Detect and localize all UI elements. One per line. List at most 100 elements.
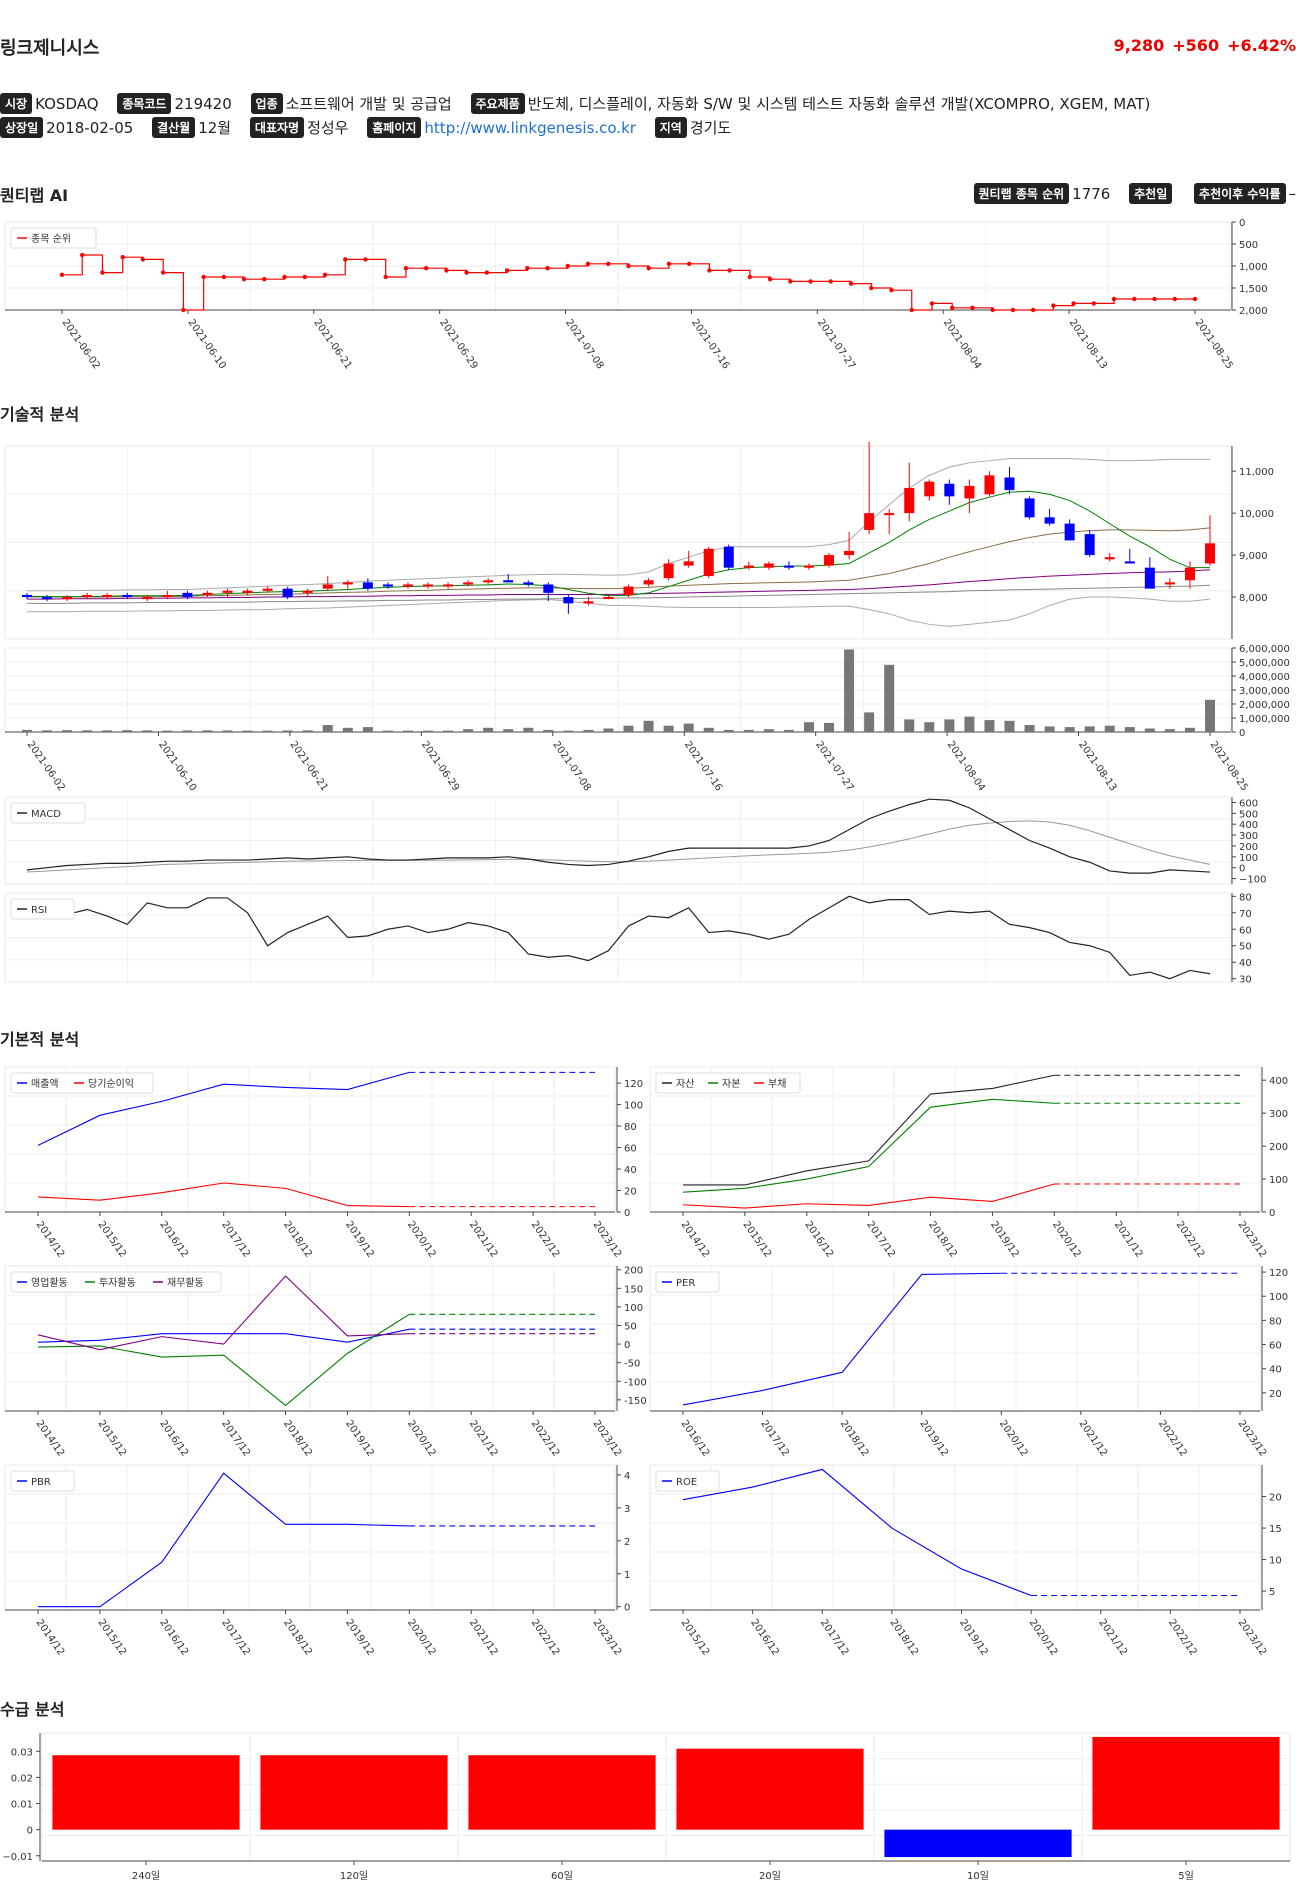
rank-point <box>262 277 267 282</box>
roe-xtick-label: 2017/12 <box>818 1617 851 1657</box>
rank-point <box>221 274 227 280</box>
rank-point <box>889 288 894 293</box>
ceo-value: 정성우 <box>307 119 349 137</box>
assets-xtick-label: 2014/12 <box>679 1219 712 1259</box>
cashflow-xtick-label: 2023/12 <box>591 1418 624 1458</box>
rank-xtick-label: 2021-07-16 <box>689 317 731 371</box>
cashflow-xtick-label: 2015/12 <box>95 1418 128 1458</box>
candle-body <box>1184 567 1195 581</box>
candle-body <box>1124 561 1135 564</box>
rank-value: 1776 <box>1072 184 1111 203</box>
assets-series-line <box>683 1074 1055 1186</box>
volume-xtick-label: 2021-07-27 <box>813 739 855 793</box>
candle-body <box>202 592 213 595</box>
candle-body <box>282 588 293 598</box>
code-label: 종목코드 <box>117 93 172 114</box>
rank-point <box>686 261 692 266</box>
cashflow-xtick-label: 2014/12 <box>34 1418 67 1458</box>
rank-xtick-label: 2021-06-02 <box>60 317 102 371</box>
rank-point <box>1051 303 1056 308</box>
section-ai-title: 퀀티랩 AI <box>0 186 69 205</box>
supply-bar <box>468 1755 656 1830</box>
rank-point <box>727 268 732 273</box>
volume-xtick-label: 2021-07-16 <box>682 739 724 793</box>
volume-bar <box>202 730 213 732</box>
volume-bar <box>142 730 153 732</box>
cashflow-series-line <box>37 1328 410 1343</box>
info-row-2: 상장일 2018-02-05 결산월 12월 대표자명 정성우 홈페이지 http://… <box>0 117 745 138</box>
pbr-series-line <box>38 1472 410 1608</box>
region-label: 지역 <box>654 117 687 138</box>
rank-point <box>1071 301 1076 306</box>
candle-body <box>844 550 855 556</box>
cashflow-xtick-label: 2017/12 <box>219 1418 252 1458</box>
volume-bar <box>282 730 293 732</box>
cashflow-xtick-label: 2016/12 <box>157 1418 190 1458</box>
volume-bar <box>1184 727 1195 732</box>
volume-bar <box>924 722 935 732</box>
per-xtick-label: 2018/12 <box>838 1418 871 1458</box>
per-xtick-label: 2022/12 <box>1156 1418 1189 1458</box>
sales_income-ytick-label: 100 <box>624 1101 643 1112</box>
candle-body <box>783 565 794 568</box>
rank-xtick-label: 2021-08-13 <box>1067 317 1109 371</box>
supply-bar <box>260 1755 448 1830</box>
candle-body <box>904 487 915 514</box>
assets-ytick-label: 100 <box>1269 1175 1288 1186</box>
rank-point <box>707 268 712 273</box>
sales_income-xtick-label: 2020/12 <box>405 1219 438 1259</box>
pbr-xtick-label: 2020/12 <box>405 1617 438 1657</box>
roe-xtick-label: 2023/12 <box>1236 1617 1269 1657</box>
volume-bar <box>523 727 534 732</box>
price-ytick-label: 8,000 <box>1239 593 1268 604</box>
per-legend <box>655 1271 720 1293</box>
supply-ytick-label: 0.02 <box>11 1773 33 1784</box>
ai-meta: 퀀티랩 종목 순위 1776 추천일 추천이후 수익률 – <box>973 183 1296 204</box>
volume-bar <box>423 730 434 732</box>
rank-point <box>302 274 307 280</box>
volume-bar <box>543 729 554 732</box>
rsi-ytick-label: 50 <box>1239 942 1252 953</box>
candle-body <box>362 582 373 589</box>
volume-bar <box>362 727 373 732</box>
candle-body <box>142 597 153 600</box>
price-ytick-label: 9,000 <box>1239 551 1268 562</box>
roe-ytick-label: 15 <box>1269 1524 1282 1535</box>
rank-point <box>929 301 935 306</box>
rank-point <box>140 257 146 262</box>
macd-ytick-label: 400 <box>1239 820 1258 831</box>
rank-point <box>788 279 793 284</box>
volume-bar <box>122 730 133 732</box>
macd-ytick-label: 100 <box>1239 853 1258 864</box>
per-xtick-label: 2023/12 <box>1236 1418 1269 1458</box>
rank-point <box>444 268 449 273</box>
assets-xtick-label: 2017/12 <box>864 1219 897 1259</box>
rank-point <box>504 268 510 273</box>
volume-bar <box>1024 725 1035 732</box>
candle-body <box>182 592 193 598</box>
rank-ytick-label: 1,500 <box>1239 284 1268 295</box>
assets-ytick-label: 300 <box>1269 1109 1288 1120</box>
cashflow-series-line <box>37 1313 410 1407</box>
assets-xtick-label: 2021/12 <box>1112 1219 1145 1259</box>
candle-body <box>523 582 534 585</box>
rank-xtick-label: 2021-08-25 <box>1193 317 1235 371</box>
candle-body <box>1044 517 1055 524</box>
assets-xtick-label: 2019/12 <box>988 1219 1021 1259</box>
roe-xtick-label: 2018/12 <box>887 1617 920 1657</box>
volume-bar <box>964 716 975 732</box>
volume-ytick-label: 1,000,000 <box>1239 714 1290 725</box>
candle-body <box>1064 523 1075 541</box>
homepage-link[interactable]: http://www.linkgenesis.co.kr <box>424 118 636 137</box>
fiscal-label: 결산월 <box>152 117 196 138</box>
candle-body <box>42 597 53 600</box>
volume-ytick-label: 3,000,000 <box>1239 686 1290 697</box>
candle-body <box>122 594 133 598</box>
cashflow-legend-label: 재무활동 <box>167 1276 204 1289</box>
roe-xtick-label: 2015/12 <box>679 1617 712 1657</box>
pbr-legend <box>10 1470 75 1492</box>
sales_income-series-line <box>37 1182 410 1208</box>
pbr-legend-label: PBR <box>31 1477 51 1488</box>
fiscal-value: 12월 <box>198 119 232 137</box>
assets-legend-label: 자본 <box>722 1078 740 1090</box>
